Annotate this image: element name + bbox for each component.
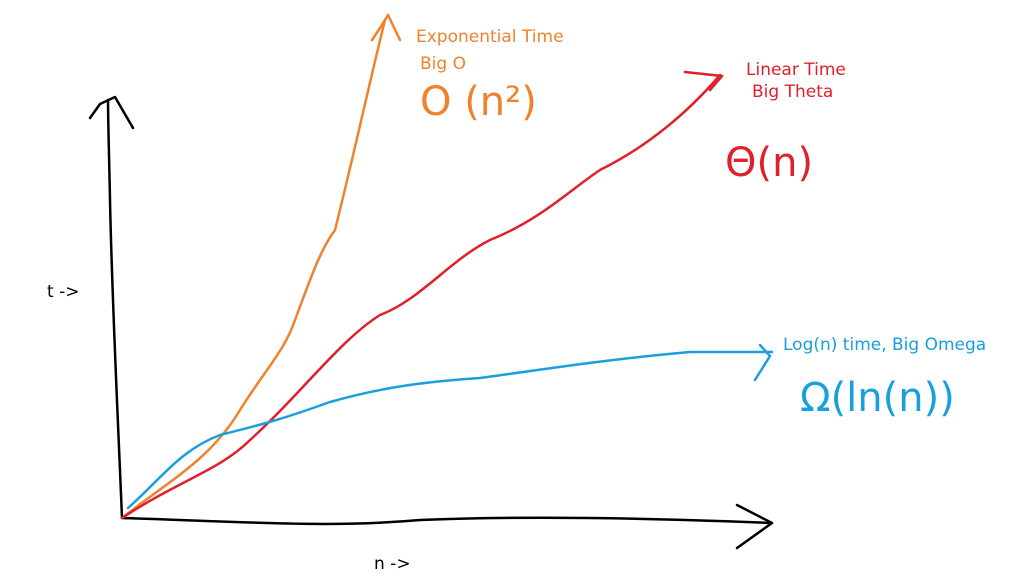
notation: O (n²) <box>420 79 537 125</box>
curve-sublabel: Big O <box>420 54 466 74</box>
y-axis-label: t -> <box>47 282 79 302</box>
exponential-curve <box>120 18 387 520</box>
log-arrow <box>753 343 772 382</box>
curve-label: Exponential Time <box>416 27 564 47</box>
curve-label: Linear Time <box>746 60 846 80</box>
linear-curve <box>120 73 722 520</box>
log-curve <box>126 350 774 510</box>
x-axis <box>120 516 774 526</box>
notation: Ω(ln(n)) <box>800 375 955 421</box>
curve-label: Log(n) time, Big Omega <box>783 335 986 355</box>
notation: Θ(n) <box>725 140 813 186</box>
y-axis <box>106 98 124 520</box>
exponential-arrow <box>370 13 402 42</box>
linear-arrow <box>683 70 724 92</box>
curve-sublabel: Big Theta <box>752 82 833 102</box>
x-axis-arrow <box>735 503 774 550</box>
x-axis-label: n -> <box>374 554 411 574</box>
y-axis-arrow <box>88 95 135 130</box>
